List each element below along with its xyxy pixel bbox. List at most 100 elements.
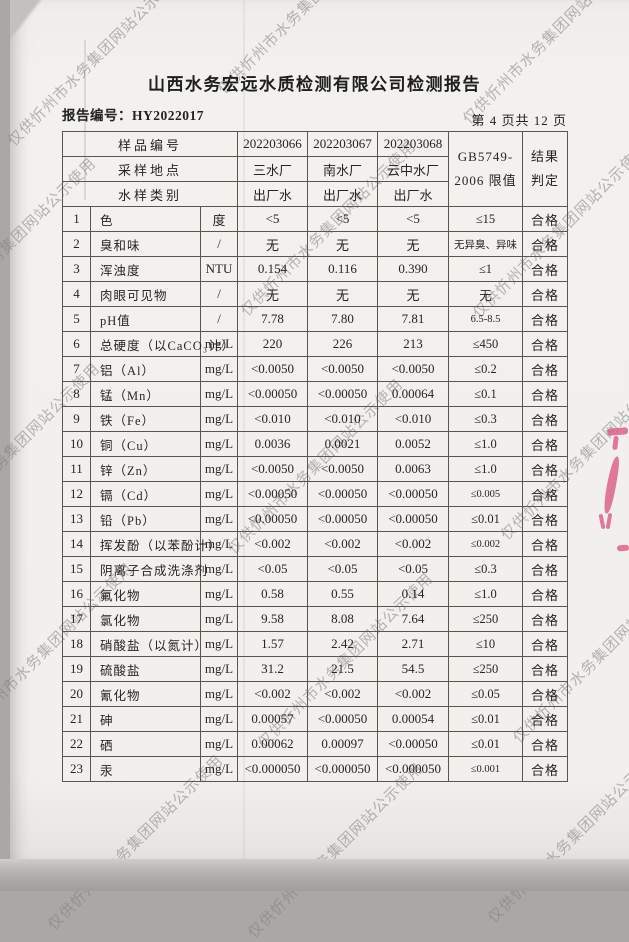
limit-value: 无: [448, 281, 523, 307]
result-judgement: 合格: [522, 306, 568, 332]
unit: mg/L: [200, 456, 238, 482]
row-number: 10: [62, 431, 91, 457]
unit: mg/L: [200, 356, 238, 382]
value-plant-3: 7.81: [377, 306, 449, 332]
value-plant-2: 8.08: [307, 606, 378, 632]
value-plant-2: <0.00050: [307, 481, 378, 507]
unit: mg/L: [200, 506, 238, 532]
unit: NTU: [200, 256, 238, 282]
result-judgement: 合格: [522, 281, 568, 307]
parameter-name: 阴离子合成洗涤剂: [90, 556, 207, 582]
result-judgement: 合格: [522, 481, 568, 507]
unit: /: [200, 281, 238, 307]
row-number: 13: [62, 506, 91, 532]
result-judgement: 合格: [522, 331, 568, 357]
result-judgement: 合格: [522, 431, 568, 457]
table-row: 15 阴离子合成洗涤剂 mg/L <0.05 <0.05 <0.05 ≤0.3 合格: [62, 556, 568, 582]
limit-value: ≤1.0: [448, 581, 523, 607]
row-number: 23: [62, 756, 91, 782]
table-row: 8 锰（Mn） mg/L <0.00050 <0.00050 0.00064 ≤0.1 合格: [62, 381, 568, 407]
value-plant-1: <0.0050: [237, 456, 308, 482]
sample-type-3: 出厂水: [377, 181, 449, 207]
value-plant-1: <0.0050: [237, 356, 308, 382]
table-row: 5 pH值/7.78 7.80 7.81 6.5-8.5 合格: [62, 306, 568, 332]
result-judgement: 合格: [522, 656, 568, 682]
header-row-location: 采样地点 三水厂 南水厂 云中水厂: [62, 156, 568, 182]
parameter-name: 硒: [90, 731, 201, 757]
unit: mg/L: [200, 406, 238, 432]
value-plant-1: 0.154: [237, 256, 308, 282]
value-plant-3: 54.5: [377, 656, 449, 682]
parameter-name: 铅（Pb）: [90, 506, 201, 532]
value-plant-2: <0.00050: [307, 381, 378, 407]
value-plant-2: <0.002: [307, 681, 378, 707]
value-plant-2: 0.116: [307, 256, 378, 282]
parameter-name: 硝酸盐（以氮计）: [90, 631, 207, 657]
table-row: 3 浑浊度 NTU 0.154 0.116 0.390 ≤1 合格: [62, 256, 568, 282]
parameter-name: 臭和味: [90, 231, 201, 257]
value-plant-3: 0.0063: [377, 456, 449, 482]
value-plant-2: 226: [307, 331, 378, 357]
header-sample-id-label: 样品编号: [62, 131, 238, 157]
result-judgement: 合格: [522, 631, 568, 657]
limit-header-line1: GB5749-: [457, 149, 514, 164]
result-judgement: 合格: [522, 356, 568, 382]
scan-fold-line: [84, 40, 86, 200]
value-plant-1: 220: [237, 331, 308, 357]
unit: mg/L: [200, 706, 238, 732]
sample-id-3: 202203068: [377, 131, 449, 157]
value-plant-3: 7.64: [377, 606, 449, 632]
parameter-name: 硫酸盐: [90, 656, 201, 682]
value-plant-1: 0.00057: [237, 706, 308, 732]
value-plant-2: <0.000050: [307, 756, 378, 782]
limit-value: ≤0.3: [448, 406, 523, 432]
value-plant-1: 31.2: [237, 656, 308, 682]
parameter-name: 铜（Cu）: [90, 431, 201, 457]
table-row: 20 氰化物 mg/L <0.002 <0.002 <0.002 ≤0.05 合格: [62, 681, 568, 707]
location-3: 云中水厂: [377, 156, 449, 182]
row-number: 9: [62, 406, 91, 432]
value-plant-2: 无: [307, 281, 378, 307]
paper-corner-fold: [10, 0, 50, 56]
table-row: 7 铝（Al） mg/L <0.0050 <0.0050 <0.0050 ≤0.2 合格: [62, 356, 568, 382]
parameter-name: 浑浊度: [90, 256, 201, 282]
row-number: 2: [62, 231, 91, 257]
row-number: 6: [62, 331, 91, 357]
unit: mg/L: [200, 481, 238, 507]
value-plant-3: 0.00054: [377, 706, 449, 732]
parameter-name: pH值: [90, 306, 201, 332]
limit-value: ≤250: [448, 656, 523, 682]
result-judgement: 合格: [522, 381, 568, 407]
table-row: 4 肉眼可见物 / 无无无无合格: [62, 281, 568, 307]
value-plant-2: <0.05: [307, 556, 378, 582]
value-plant-2: 0.0021: [307, 431, 378, 457]
value-plant-1: 7.78: [237, 306, 308, 332]
limit-value: ≤0.3: [448, 556, 523, 582]
value-plant-3: 0.0052: [377, 431, 449, 457]
value-plant-2: <0.0050: [307, 356, 378, 382]
result-judgement: 合格: [522, 581, 568, 607]
value-plant-2: 2.42: [307, 631, 378, 657]
table-row: 12 镉（Cd） mg/L <0.00050 <0.00050 <0.00050 ≤0.00…: [62, 481, 568, 507]
value-plant-2: <0.00050: [307, 506, 378, 532]
header-sample-type-label: 水样类别: [62, 181, 238, 207]
row-number: 1: [62, 206, 91, 232]
table-row: 22 硒 mg/L 0.00062 0.00097 <0.00050 ≤0.01 合格: [62, 731, 568, 757]
limit-value: ≤450: [448, 331, 523, 357]
limit-value: ≤0.1: [448, 381, 523, 407]
value-plant-1: <0.010: [237, 406, 308, 432]
row-number: 21: [62, 706, 91, 732]
result-judgement: 合格: [522, 731, 568, 757]
value-plant-3: 2.71: [377, 631, 449, 657]
parameter-name: 锰（Mn）: [90, 381, 201, 407]
unit: mg/L: [200, 581, 238, 607]
limit-value: ≤0.01: [448, 506, 523, 532]
value-plant-1: 无: [237, 281, 308, 307]
value-plant-1: 0.0036: [237, 431, 308, 457]
row-number: 3: [62, 256, 91, 282]
limit-value: 无异臭、异味: [448, 231, 523, 257]
limit-value: ≤0.002: [448, 531, 523, 557]
value-plant-3: <0.00050: [377, 731, 449, 757]
value-plant-2: <0.010: [307, 406, 378, 432]
table-row: 13 铅（Pb） mg/L <0.00050 <0.00050 <0.00050 ≤0.01…: [62, 506, 568, 532]
